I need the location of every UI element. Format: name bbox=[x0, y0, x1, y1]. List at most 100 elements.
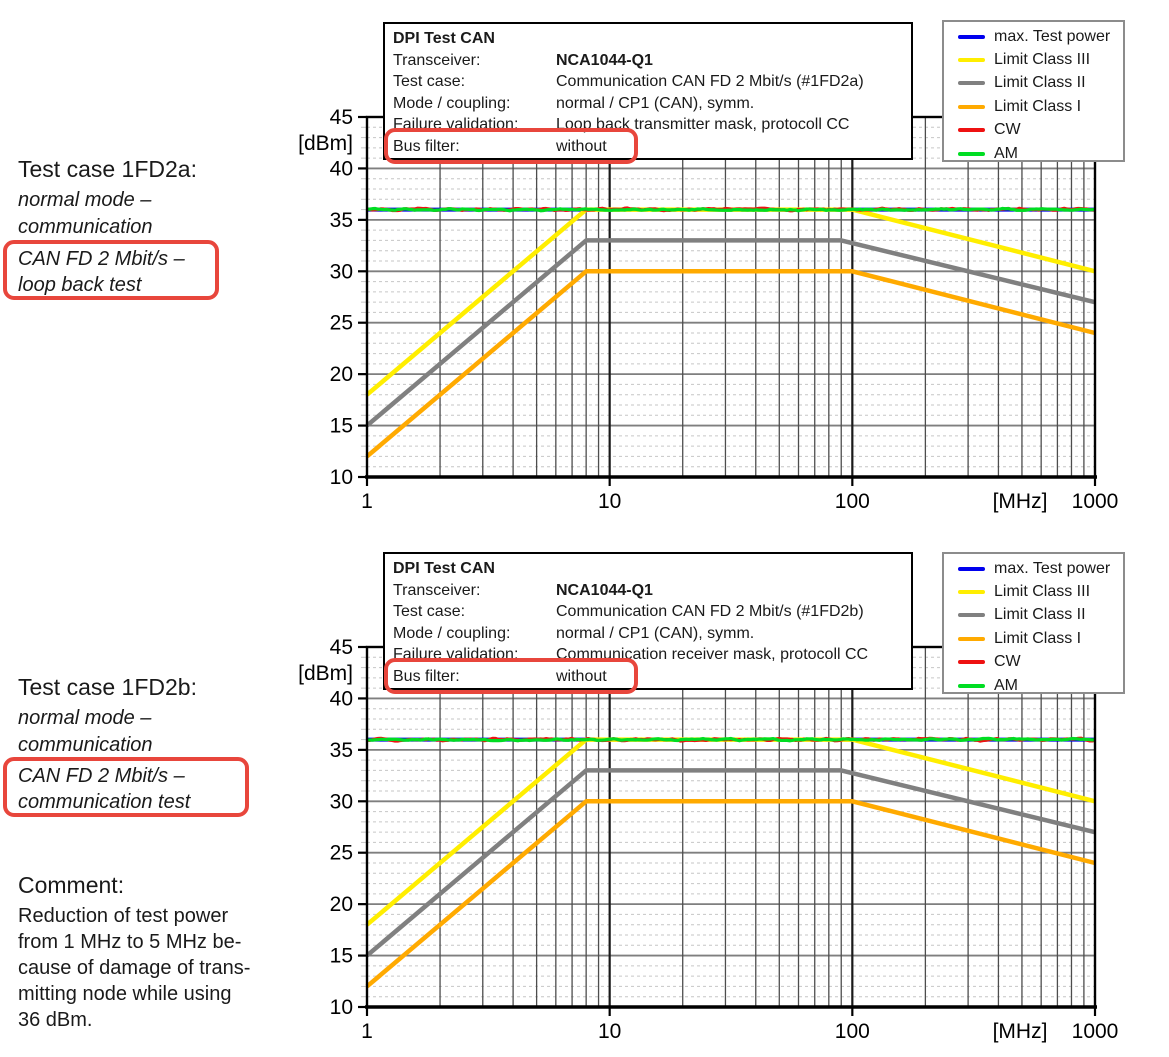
svg-text:20: 20 bbox=[330, 363, 353, 386]
svg-text:25: 25 bbox=[330, 842, 353, 865]
legend-item: CW bbox=[958, 119, 1123, 142]
info-row-bus-filter: Bus filter: without bbox=[393, 136, 903, 158]
legend-item: Limit Class I bbox=[958, 627, 1123, 650]
test-case-1fd2b-title: Test case 1FD2b: bbox=[18, 674, 197, 700]
test-case-1fd2b-highlight-box: CAN FD 2 Mbit/s – communication test bbox=[3, 757, 249, 817]
info-label: Failure validation: bbox=[393, 116, 519, 133]
info-label: Transceiver: bbox=[393, 581, 481, 599]
info-value: normal / CP1 (CAN), symm. bbox=[556, 624, 755, 642]
chart-legend-1fd2a: max. Test power Limit Class III Limit Cl… bbox=[942, 20, 1125, 162]
test-case-1fd2a-subtitle: normal mode – communication bbox=[18, 187, 153, 241]
info-row-transceiver: Transceiver: NCA1044-Q1 bbox=[393, 50, 903, 72]
test-case-1fd2b-subtitle: normal mode – communication bbox=[18, 705, 153, 759]
legend-label: Limit Class III bbox=[994, 51, 1091, 69]
annotation-line: normal mode – bbox=[18, 189, 152, 211]
annotation-boxed-line: CAN FD 2 Mbit/s – bbox=[18, 765, 185, 787]
legend-swatch-cw bbox=[958, 660, 985, 665]
legend-label: Limit Class I bbox=[994, 629, 1082, 647]
info-value: Communication CAN FD 2 Mbit/s (#1FD2a) bbox=[556, 73, 864, 90]
legend-item: Limit Class III bbox=[958, 580, 1123, 603]
svg-text:[dBm]: [dBm] bbox=[298, 662, 353, 685]
svg-text:10: 10 bbox=[330, 466, 353, 489]
legend-label: Limit Class II bbox=[994, 606, 1086, 624]
legend-item: Limit Class II bbox=[958, 72, 1123, 95]
legend-swatch-max-test-power bbox=[958, 566, 985, 571]
svg-text:1000: 1000 bbox=[1072, 490, 1119, 513]
legend-swatch-limit-class-ii bbox=[958, 81, 985, 86]
legend-item: max. Test power bbox=[958, 25, 1123, 48]
svg-text:45: 45 bbox=[330, 106, 353, 129]
info-row-mode-coupling: Mode / coupling: normal / CP1 (CAN), sym… bbox=[393, 623, 903, 645]
info-value: NCA1044-Q1 bbox=[556, 581, 653, 599]
info-label: Bus filter: bbox=[393, 137, 460, 155]
legend-label: Limit Class I bbox=[994, 97, 1082, 115]
svg-text:15: 15 bbox=[330, 945, 353, 968]
test-case-1fd2a-highlight-box: CAN FD 2 Mbit/s – loop back test bbox=[3, 240, 219, 300]
svg-text:25: 25 bbox=[330, 312, 353, 335]
legend-label: max. Test power bbox=[994, 559, 1111, 577]
annotation-line: communication bbox=[18, 734, 153, 756]
svg-text:100: 100 bbox=[835, 490, 870, 513]
info-label: Mode / coupling: bbox=[393, 94, 511, 112]
info-row-test-case: Test case: Communication CAN FD 2 Mbit/s… bbox=[393, 71, 903, 93]
annotation-boxed-line: CAN FD 2 Mbit/s – bbox=[18, 248, 185, 270]
svg-text:1: 1 bbox=[361, 1020, 373, 1043]
legend-swatch-limit-class-ii bbox=[958, 613, 985, 618]
info-row-failure-validation: Failure validation: Communication receiv… bbox=[393, 644, 903, 666]
info-label: Failure validation: bbox=[393, 646, 519, 663]
info-value: NCA1044-Q1 bbox=[556, 51, 653, 69]
legend-label: CW bbox=[994, 653, 1021, 671]
svg-text:30: 30 bbox=[330, 790, 353, 813]
info-value: Communication receiver mask, protocoll C… bbox=[556, 646, 869, 663]
annotation-boxed-line: loop back test bbox=[18, 274, 142, 296]
info-label: Test case: bbox=[393, 603, 466, 620]
comment-line: 36 dBm. bbox=[18, 1009, 93, 1031]
comment-title: Comment: bbox=[18, 872, 125, 898]
legend-label: Limit Class II bbox=[994, 74, 1086, 92]
info-box-title: DPI Test CAN bbox=[393, 30, 495, 47]
info-row-test-case: Test case: Communication CAN FD 2 Mbit/s… bbox=[393, 601, 903, 623]
comment-line: mitting node while using bbox=[18, 983, 232, 1005]
comment-line: from 1 MHz to 5 MHz be- bbox=[18, 931, 242, 953]
comment-body: Reduction of test power from 1 MHz to 5 … bbox=[18, 903, 250, 1033]
svg-text:30: 30 bbox=[330, 260, 353, 283]
annotation-boxed-line: communication test bbox=[18, 791, 191, 813]
annotation-line: normal mode – bbox=[18, 707, 152, 729]
legend-item: max. Test power bbox=[958, 557, 1123, 580]
legend-swatch-limit-class-i bbox=[958, 104, 985, 109]
chart-info-box-1fd2b: DPI Test CAN Transceiver: NCA1044-Q1 Tes… bbox=[383, 552, 913, 694]
info-row-failure-validation: Failure validation: Loop back transmitte… bbox=[393, 114, 903, 136]
legend-swatch-max-test-power bbox=[958, 34, 985, 39]
legend-swatch-am bbox=[958, 683, 985, 688]
legend-swatch-cw bbox=[958, 128, 985, 133]
svg-text:20: 20 bbox=[330, 893, 353, 916]
svg-text:35: 35 bbox=[330, 739, 353, 762]
info-label: Test case: bbox=[393, 73, 466, 90]
svg-text:10: 10 bbox=[330, 996, 353, 1019]
comment-line: cause of damage of trans- bbox=[18, 957, 251, 979]
svg-text:[MHz]: [MHz] bbox=[993, 490, 1048, 513]
comment-line: Reduction of test power bbox=[18, 905, 229, 927]
svg-text:[dBm]: [dBm] bbox=[298, 132, 353, 155]
legend-item: Limit Class II bbox=[958, 604, 1123, 627]
svg-text:40: 40 bbox=[330, 687, 353, 710]
legend-swatch-limit-class-iii bbox=[958, 590, 985, 595]
info-row-bus-filter: Bus filter: without bbox=[393, 666, 903, 688]
info-value: without bbox=[556, 667, 607, 685]
info-row-mode-coupling: Mode / coupling: normal / CP1 (CAN), sym… bbox=[393, 93, 903, 115]
info-value: Communication CAN FD 2 Mbit/s (#1FD2b) bbox=[556, 603, 864, 620]
legend-label: Limit Class III bbox=[994, 583, 1091, 601]
legend-label: CW bbox=[994, 121, 1021, 139]
info-value: Loop back transmitter mask, protocoll CC bbox=[556, 116, 850, 133]
legend-label: AM bbox=[994, 144, 1018, 162]
svg-text:1: 1 bbox=[361, 490, 373, 513]
legend-swatch-limit-class-iii bbox=[958, 58, 985, 63]
legend-swatch-am bbox=[958, 151, 985, 156]
info-row-transceiver: Transceiver: NCA1044-Q1 bbox=[393, 580, 903, 602]
info-label: Transceiver: bbox=[393, 51, 481, 69]
info-label: Bus filter: bbox=[393, 667, 460, 685]
svg-text:10: 10 bbox=[598, 490, 621, 513]
info-label: Mode / coupling: bbox=[393, 624, 511, 642]
legend-item: Limit Class I bbox=[958, 95, 1123, 118]
